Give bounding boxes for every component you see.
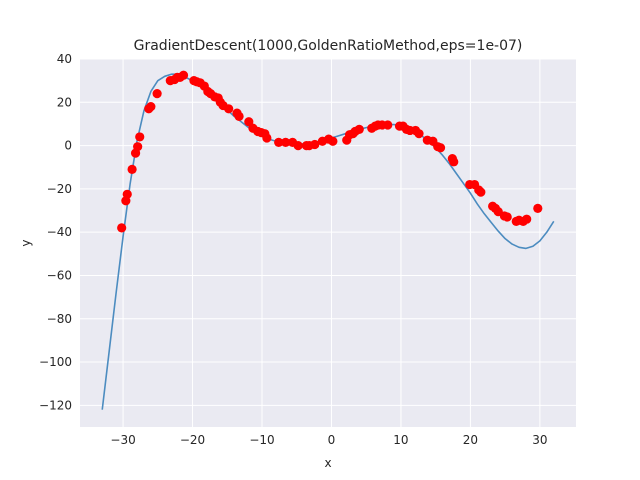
- series-layer: [101, 70, 555, 410]
- x-tick-labels: −30 −20 −10 0 10 20 30: [110, 433, 547, 447]
- descent-point: [262, 133, 272, 143]
- y-tick-label: −100: [39, 355, 72, 369]
- y-tick-label: 40: [57, 52, 72, 66]
- grid: [80, 58, 576, 427]
- descent-point: [127, 164, 137, 174]
- y-axis-label: y: [19, 239, 33, 246]
- descent-point: [281, 137, 291, 147]
- descent-point: [274, 137, 284, 147]
- descent-point: [146, 102, 156, 112]
- chart-title: GradientDescent(1000,GoldenRatioMethod,e…: [134, 38, 523, 54]
- descent-point: [502, 212, 512, 222]
- y-tick-label: −60: [47, 268, 72, 282]
- y-tick-label: −20: [47, 182, 72, 196]
- descent-point: [383, 120, 393, 130]
- descent-point: [117, 223, 127, 233]
- x-tick-label: −10: [249, 433, 274, 447]
- descent-point: [152, 89, 162, 99]
- descent-point: [135, 132, 145, 142]
- y-tick-label: 0: [64, 139, 72, 153]
- x-tick-label: −30: [110, 433, 135, 447]
- y-tick-label: −40: [47, 225, 72, 239]
- y-tick-label: 20: [57, 95, 72, 109]
- descent-point: [449, 157, 459, 167]
- descent-point: [310, 139, 320, 150]
- descent-point: [533, 203, 543, 213]
- descent-point: [414, 129, 424, 139]
- descent-point: [234, 111, 244, 121]
- x-tick-label: 30: [532, 433, 547, 447]
- descent-point: [328, 136, 338, 146]
- x-tick-label: 10: [393, 433, 408, 447]
- plot-area: [80, 59, 576, 427]
- x-tick-label: −20: [180, 433, 205, 447]
- y-tick-labels: −120 −100 −80 −60 −40 −20 0 20 40: [39, 52, 72, 412]
- descent-point: [133, 142, 143, 152]
- descent-point: [354, 124, 364, 134]
- y-tick-label: −80: [47, 312, 72, 326]
- y-tick-label: −120: [39, 398, 72, 412]
- descent-point: [178, 70, 189, 80]
- descent-point: [522, 214, 532, 224]
- x-tick-label: 0: [328, 433, 336, 447]
- descent-point: [476, 187, 486, 197]
- descent-point: [224, 104, 234, 114]
- x-axis-label: x: [324, 456, 331, 470]
- descent-point: [293, 140, 303, 151]
- x-tick-label: 20: [463, 433, 478, 447]
- descent-point: [435, 143, 446, 153]
- descent-point: [122, 189, 132, 199]
